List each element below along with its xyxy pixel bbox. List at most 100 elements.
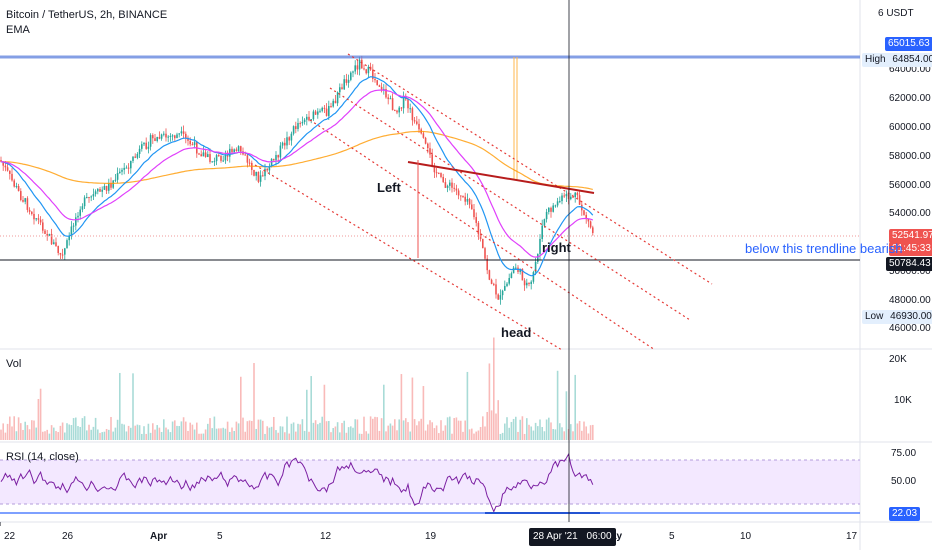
candle-body bbox=[427, 143, 429, 149]
candle-body bbox=[548, 207, 550, 212]
volume-bar bbox=[187, 430, 189, 440]
candle-body bbox=[464, 196, 466, 202]
volume-bar bbox=[171, 421, 174, 440]
candle-body bbox=[68, 235, 70, 241]
annotation-head[interactable]: head bbox=[501, 325, 532, 340]
candle-body bbox=[550, 207, 552, 212]
volume-bar bbox=[378, 430, 381, 440]
volume-bar bbox=[178, 426, 180, 440]
volume-bar bbox=[268, 427, 271, 440]
candle-body bbox=[255, 171, 257, 176]
candle-body bbox=[413, 120, 416, 122]
candle-body bbox=[561, 195, 563, 202]
volume-bar bbox=[114, 427, 117, 440]
volume-bar bbox=[46, 429, 48, 440]
annotation-trendline-note[interactable]: below this trendline bearish bbox=[745, 241, 903, 256]
volume-bar bbox=[127, 425, 130, 440]
volume-bar bbox=[105, 428, 108, 440]
candle-body bbox=[26, 198, 29, 210]
candle-body bbox=[398, 107, 400, 113]
volume-bar bbox=[530, 426, 532, 440]
candle-body bbox=[444, 182, 447, 188]
candle-body bbox=[61, 254, 64, 256]
volume-bar bbox=[361, 433, 363, 440]
candle-body bbox=[28, 209, 31, 212]
candle-body bbox=[44, 230, 46, 234]
candle-body bbox=[440, 173, 442, 177]
volume-bar bbox=[50, 425, 53, 440]
annotation-right-shoulder[interactable]: right bbox=[542, 240, 571, 255]
volume-bar bbox=[39, 388, 42, 440]
candle-body bbox=[264, 168, 266, 177]
candle-body bbox=[202, 152, 205, 157]
volume-bar bbox=[563, 431, 565, 440]
volume-bar bbox=[398, 419, 400, 440]
candle-body bbox=[495, 284, 497, 295]
candle-body bbox=[35, 218, 37, 220]
candle-body bbox=[97, 188, 99, 192]
candle-body bbox=[108, 183, 110, 191]
candle-body bbox=[145, 142, 147, 149]
volume-bar bbox=[64, 432, 66, 440]
candle-body bbox=[9, 170, 11, 174]
volume-bar bbox=[220, 428, 222, 440]
rsi-line bbox=[0, 452, 594, 513]
volume-bar bbox=[431, 422, 433, 440]
candle-body bbox=[321, 107, 323, 111]
high-value: 64854.00 bbox=[892, 54, 932, 65]
candle-body bbox=[193, 142, 196, 145]
time-label-3: Apr bbox=[150, 531, 168, 542]
candle-body bbox=[105, 185, 108, 191]
volume-bar bbox=[482, 416, 484, 440]
volume-bar bbox=[259, 419, 262, 440]
volume-bar bbox=[103, 431, 106, 440]
candle-body bbox=[367, 66, 370, 74]
candle-body bbox=[187, 137, 189, 141]
candle-body bbox=[121, 169, 123, 172]
volume-bar bbox=[334, 426, 337, 440]
candle-body bbox=[497, 294, 499, 300]
candle-body bbox=[424, 137, 427, 144]
volume-bar bbox=[48, 433, 51, 440]
volume-bar bbox=[110, 416, 112, 440]
volume-bar bbox=[369, 416, 372, 440]
candle-body bbox=[114, 179, 117, 181]
volume-bar bbox=[556, 370, 559, 440]
rsi-pane-label[interactable]: RSI (14, close) bbox=[6, 451, 79, 463]
candle-body bbox=[407, 99, 409, 109]
volume-pane-label[interactable]: Vol bbox=[6, 358, 22, 370]
volume-bar bbox=[235, 421, 238, 440]
candle-body bbox=[215, 155, 218, 162]
candle-body bbox=[515, 267, 517, 269]
time-label-9: 17 bbox=[846, 531, 858, 542]
volume-bar bbox=[33, 420, 35, 440]
candle-body bbox=[156, 137, 158, 141]
candle-body bbox=[378, 85, 381, 87]
volume-bar bbox=[273, 416, 275, 440]
volume-bar bbox=[11, 426, 13, 440]
candle-body bbox=[325, 108, 328, 116]
candle-body bbox=[508, 278, 510, 284]
volume-bar bbox=[121, 423, 123, 440]
volume-bar bbox=[508, 427, 510, 440]
candle-body bbox=[268, 166, 271, 171]
candle-body bbox=[299, 123, 301, 125]
price-tick-label: 64000.00 bbox=[889, 64, 931, 75]
volume-bar bbox=[13, 416, 15, 440]
volume-bar bbox=[438, 433, 440, 440]
volume-bar bbox=[79, 426, 81, 440]
candle-body bbox=[339, 87, 341, 93]
price-tick-label: 62000.00 bbox=[889, 93, 931, 104]
symbol-title[interactable]: Bitcoin / TetherUS, 2h, BINANCE bbox=[6, 9, 168, 21]
annotation-left-shoulder[interactable]: Left bbox=[377, 180, 401, 195]
candle-body bbox=[541, 225, 543, 239]
indicator-label[interactable]: EMA bbox=[6, 24, 30, 36]
volume-bar bbox=[92, 426, 95, 440]
candle-body bbox=[341, 87, 343, 90]
volume-bar bbox=[396, 430, 398, 440]
candle-body bbox=[345, 79, 348, 83]
candle-body bbox=[273, 158, 275, 161]
volume-bar bbox=[460, 420, 462, 440]
candle-body bbox=[418, 123, 420, 130]
